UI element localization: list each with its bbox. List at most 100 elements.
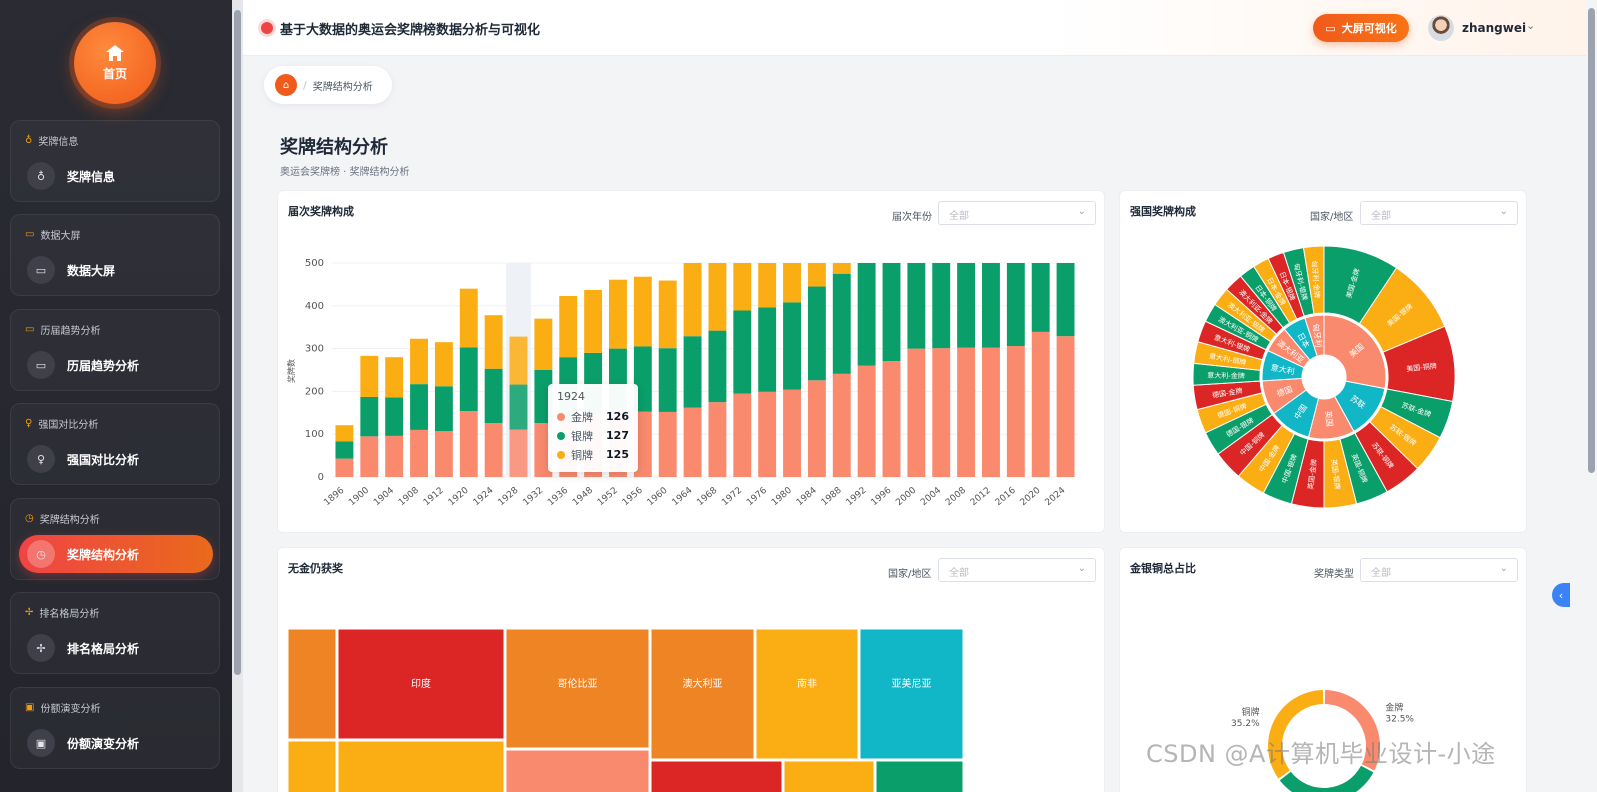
- bar-segment[interactable]: [758, 391, 777, 477]
- treemap-cell[interactable]: [650, 628, 755, 760]
- sunburst-inner-segment[interactable]: [1323, 314, 1387, 390]
- treemap-cell[interactable]: [875, 760, 964, 792]
- bar-segment[interactable]: [658, 411, 677, 477]
- page-scrollbar-thumb[interactable]: [1588, 8, 1595, 473]
- bar-segment[interactable]: [633, 276, 652, 347]
- bar-segment[interactable]: [1056, 336, 1075, 477]
- breadcrumb-home-icon[interactable]: ⌂: [275, 74, 297, 96]
- bar-segment[interactable]: [658, 348, 677, 412]
- bar-segment[interactable]: [783, 389, 801, 477]
- bar-segment[interactable]: [957, 347, 976, 477]
- bar-segment[interactable]: [534, 423, 553, 477]
- bar-segment[interactable]: [708, 402, 727, 477]
- sunburst-outer-segment[interactable]: [1302, 245, 1325, 315]
- bar-segment[interactable]: [459, 347, 478, 412]
- bar-segment[interactable]: [385, 397, 404, 436]
- treemap-cell[interactable]: [337, 740, 505, 792]
- bar-segment[interactable]: [733, 263, 752, 311]
- bar-segment[interactable]: [1031, 331, 1050, 477]
- donut-slice[interactable]: [1324, 690, 1380, 771]
- bar-segment[interactable]: [459, 411, 478, 477]
- bar-segment[interactable]: [484, 368, 503, 424]
- bar-segment[interactable]: [832, 273, 851, 374]
- treemap-cell[interactable]: [755, 628, 859, 760]
- avatar[interactable]: [1428, 15, 1454, 41]
- bar-segment[interactable]: [932, 263, 951, 349]
- bar-segment[interactable]: [758, 307, 777, 392]
- treemap-cell[interactable]: [505, 628, 650, 749]
- bar-segment[interactable]: [807, 286, 826, 381]
- bar-segment[interactable]: [584, 289, 603, 353]
- bar-segment[interactable]: [832, 263, 851, 274]
- treemap-cell[interactable]: [859, 628, 964, 760]
- donut-slice[interactable]: [1268, 690, 1324, 779]
- bar-segment[interactable]: [857, 263, 876, 366]
- country-select[interactable]: 全部 ⌄: [1360, 201, 1518, 225]
- bar-segment[interactable]: [633, 411, 652, 477]
- sidebar-item[interactable]: ▣ 份额演变分析: [19, 724, 213, 762]
- sidebar-scrollbar-thumb[interactable]: [234, 10, 241, 675]
- bar-segment[interactable]: [982, 263, 1000, 348]
- bigscreen-button[interactable]: ▭ 大屏可视化: [1313, 14, 1409, 42]
- bar-segment[interactable]: [683, 263, 702, 337]
- bar-segment[interactable]: [733, 310, 752, 394]
- treemap-cell[interactable]: [650, 760, 783, 792]
- bar-segment[interactable]: [360, 355, 379, 397]
- bar-segment[interactable]: [857, 365, 876, 477]
- bar-segment[interactable]: [484, 315, 503, 369]
- bar-segment[interactable]: [807, 263, 826, 287]
- bar-segment[interactable]: [1056, 263, 1075, 337]
- sidebar-item[interactable]: ✢ 排名格局分析: [19, 629, 213, 667]
- bar-segment[interactable]: [708, 330, 727, 403]
- donut-slice[interactable]: [1279, 765, 1374, 792]
- bar-segment[interactable]: [832, 373, 851, 477]
- sidebar-scrollbar[interactable]: [232, 0, 243, 792]
- sidebar-item[interactable]: ▭ 数据大屏: [19, 251, 213, 289]
- sidebar-item[interactable]: ♁ 奖牌信息: [19, 157, 213, 195]
- page-scrollbar[interactable]: [1586, 0, 1597, 792]
- medal-type-select[interactable]: 全部 ⌄: [1360, 558, 1518, 582]
- username[interactable]: zhangwei: [1462, 21, 1527, 35]
- bar-segment[interactable]: [733, 393, 752, 477]
- bar-segment[interactable]: [509, 429, 528, 477]
- bar-segment[interactable]: [1031, 263, 1050, 332]
- bar-segment[interactable]: [410, 384, 428, 430]
- treemap-cell[interactable]: [337, 628, 505, 740]
- year-select[interactable]: 全部 ⌄: [938, 201, 1096, 225]
- bar-segment[interactable]: [1006, 346, 1025, 477]
- sidebar-item[interactable]: ▭ 历届趋势分析: [19, 346, 213, 384]
- treemap-cell[interactable]: [783, 760, 875, 792]
- bar-segment[interactable]: [683, 336, 702, 408]
- bar-segment[interactable]: [683, 407, 702, 477]
- bar-segment[interactable]: [609, 279, 627, 349]
- bar-segment[interactable]: [335, 458, 354, 477]
- chevron-down-icon[interactable]: ⌄: [1526, 19, 1536, 32]
- bar-segment[interactable]: [882, 361, 901, 477]
- bar-segment[interactable]: [484, 423, 503, 477]
- bar-segment[interactable]: [708, 263, 727, 331]
- bar-segment[interactable]: [509, 336, 528, 385]
- bar-segment[interactable]: [783, 302, 801, 390]
- treemap-cell[interactable]: [287, 628, 337, 740]
- bar-segment[interactable]: [410, 338, 428, 385]
- sunburst-inner-segment[interactable]: [1304, 314, 1325, 357]
- bar-segment[interactable]: [907, 348, 926, 477]
- bar-segment[interactable]: [434, 431, 453, 477]
- bar-segment[interactable]: [633, 346, 652, 412]
- collapse-handle[interactable]: ‹: [1552, 583, 1570, 607]
- bar-segment[interactable]: [360, 396, 379, 437]
- no-gold-treemap[interactable]: 印度 哥伦比亚 澳大利亚 南非 亚美尼亚: [278, 548, 1106, 792]
- country-select[interactable]: 全部 ⌄: [938, 558, 1096, 582]
- bar-segment[interactable]: [335, 425, 354, 442]
- home-button[interactable]: 首页: [74, 22, 156, 104]
- bar-segment[interactable]: [658, 280, 677, 349]
- bar-segment[interactable]: [410, 429, 428, 477]
- bar-segment[interactable]: [559, 295, 578, 358]
- bar-segment[interactable]: [360, 436, 379, 477]
- bar-segment[interactable]: [957, 263, 976, 348]
- bar-segment[interactable]: [982, 347, 1000, 477]
- treemap-cell[interactable]: [505, 749, 650, 792]
